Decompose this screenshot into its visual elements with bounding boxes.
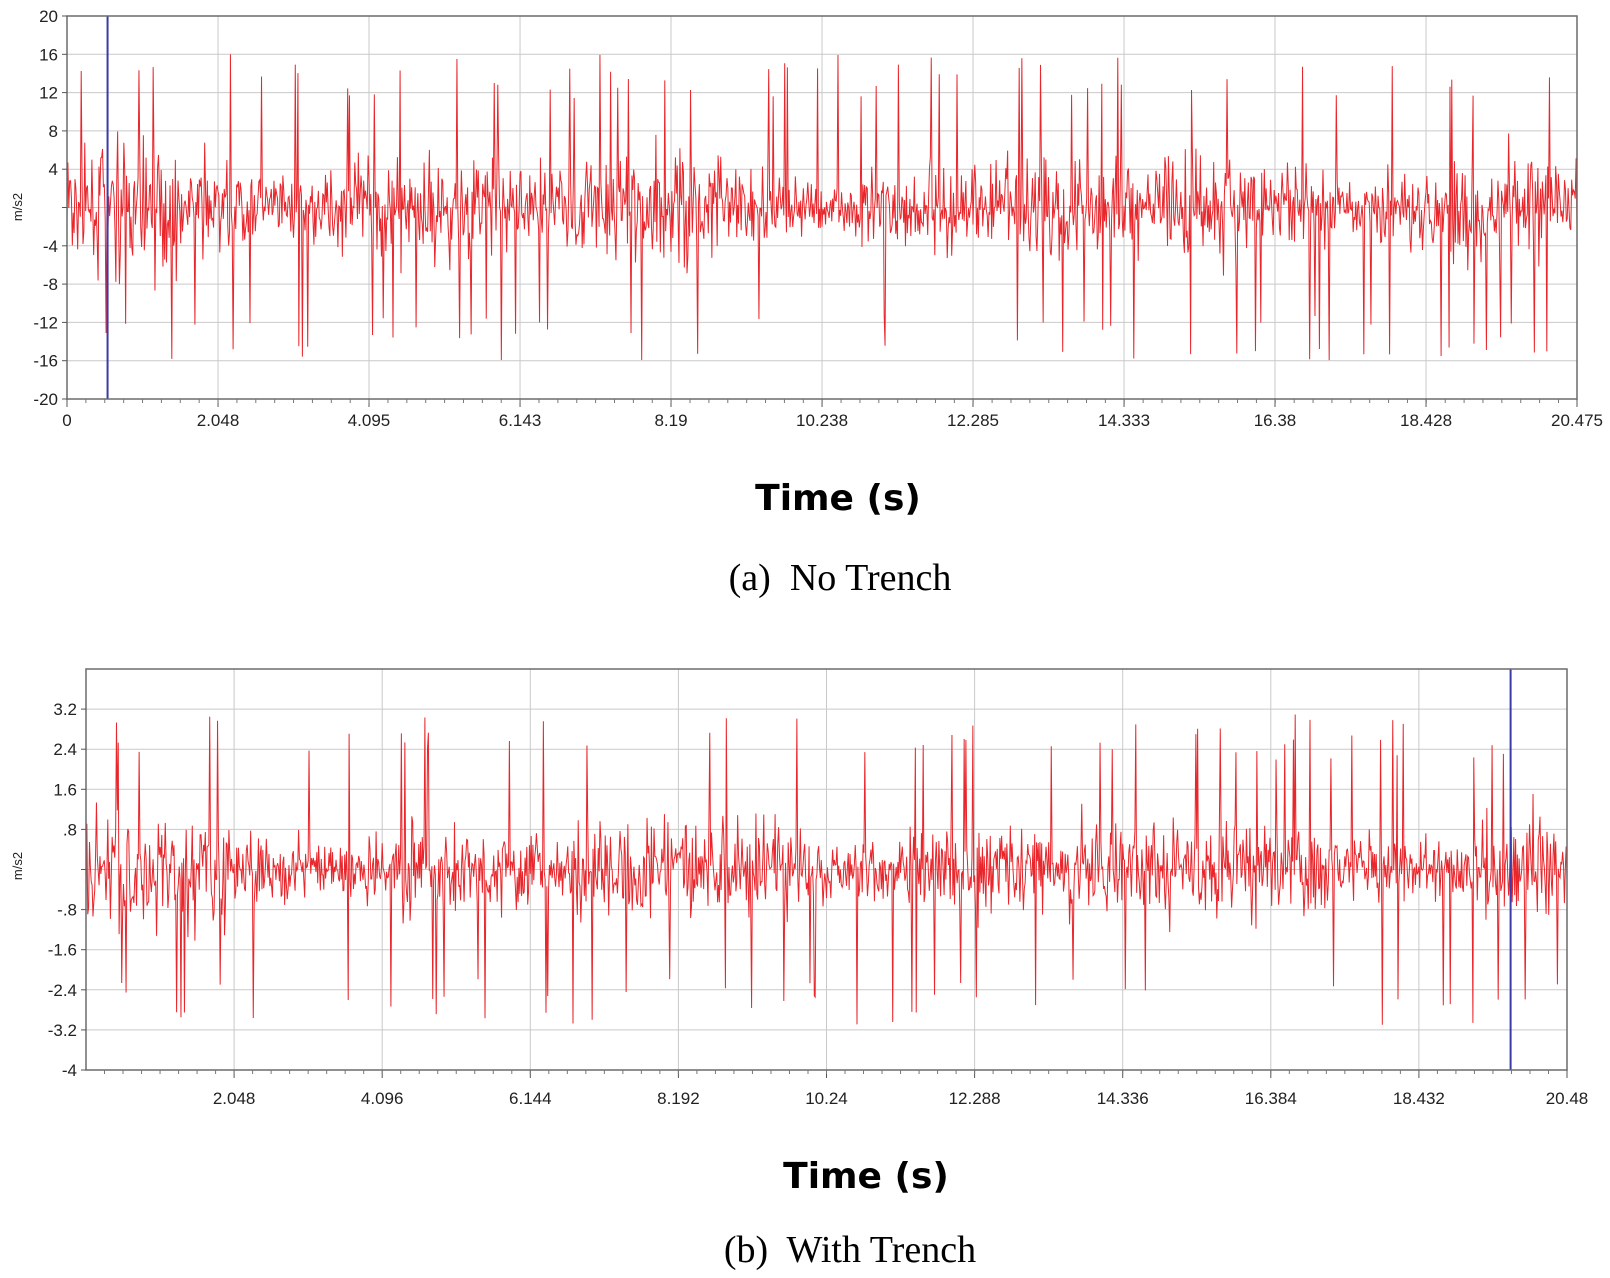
x-tick-label: 6.143 — [499, 411, 542, 430]
x-tick-label: 2.048 — [197, 411, 240, 430]
y-tick-label: -1.6 — [48, 941, 77, 960]
y-tick-label: 3.2 — [53, 700, 77, 719]
y-tick-labels: 3.2 2.4 1.6 .8 -.8 -1.6 -2.4 -3.2 -4 — [48, 700, 86, 1080]
x-tick-labels: 2.048 4.096 6.144 8.192 10.24 12.288 14.336 16.… — [213, 1070, 1588, 1108]
y-tick-label: .8 — [63, 820, 77, 839]
x-tick-label: 6.144 — [509, 1089, 552, 1108]
x-tick-label: 4.095 — [348, 411, 391, 430]
y-tick-label: -.8 — [57, 901, 77, 920]
caption-no-trench: (a) No Trench — [729, 557, 952, 599]
x-tick-label: 16.384 — [1245, 1089, 1297, 1108]
x-tick-label: 12.285 — [947, 411, 999, 430]
x-tick-label: 10.24 — [805, 1089, 848, 1108]
chart-with-trench: 3.2 2.4 1.6 .8 -.8 -1.6 -2.4 -3.2 -4 2.048 4.096 6… — [10, 668, 1588, 1271]
x-minor-ticks — [104, 1070, 1549, 1074]
x-tick-label: 4.096 — [361, 1089, 404, 1108]
y-tick-label: 4 — [49, 160, 58, 179]
y-tick-label: -20 — [33, 390, 58, 409]
y-tick-label: -4 — [43, 237, 58, 256]
y-tick-label: -16 — [33, 352, 58, 371]
y-tick-label: 8 — [49, 122, 58, 141]
x-tick-label: 20.475 — [1551, 411, 1603, 430]
y-tick-label: -2.4 — [48, 981, 77, 1000]
x-tick-label: 14.333 — [1098, 411, 1150, 430]
acceleration-series — [85, 714, 1568, 1025]
y-tick-label: 16 — [39, 45, 58, 64]
y-tick-label: 1.6 — [53, 780, 77, 799]
x-tick-label: 8.192 — [657, 1089, 700, 1108]
y-tick-label: 12 — [39, 84, 58, 103]
caption-with-trench: (b) With Trench — [724, 1229, 976, 1271]
x-tick-label: 16.38 — [1254, 411, 1297, 430]
x-tick-label: 14.336 — [1097, 1089, 1149, 1108]
x-tick-label: 2.048 — [213, 1089, 256, 1108]
acceleration-series — [66, 54, 1578, 361]
x-tick-label: 0 — [62, 411, 71, 430]
y-axis-label: m/s2 — [10, 193, 25, 221]
x-tick-labels: 0 2.048 4.095 6.143 8.19 10.238 12.285 14.333 16… — [62, 399, 1603, 430]
y-axis-label: m/s2 — [10, 852, 25, 880]
y-tick-label: -8 — [43, 275, 58, 294]
x-tick-label: 20.48 — [1546, 1089, 1589, 1108]
y-tick-label: 2.4 — [53, 740, 77, 759]
x-tick-label: 18.432 — [1393, 1089, 1445, 1108]
x-tick-label: 18.428 — [1400, 411, 1452, 430]
x-axis-title: Time (s) — [755, 478, 921, 519]
y-tick-labels: 20 16 12 8 4 -4 -8 -12 -16 -20 — [33, 7, 67, 409]
x-minor-ticks — [85, 399, 1559, 403]
y-tick-label: -4 — [62, 1061, 77, 1080]
y-tick-label: -3.2 — [48, 1021, 77, 1040]
x-tick-label: 12.288 — [949, 1089, 1001, 1108]
x-tick-label: 10.238 — [796, 411, 848, 430]
x-tick-label: 8.19 — [654, 411, 687, 430]
chart-no-trench: 20 16 12 8 4 -4 -8 -12 -16 -20 0 2.048 4.095 6.143 8.… — [10, 7, 1603, 599]
x-axis-title: Time (s) — [783, 1156, 949, 1197]
y-tick-label: 20 — [39, 7, 58, 26]
y-tick-label: -12 — [33, 313, 58, 332]
